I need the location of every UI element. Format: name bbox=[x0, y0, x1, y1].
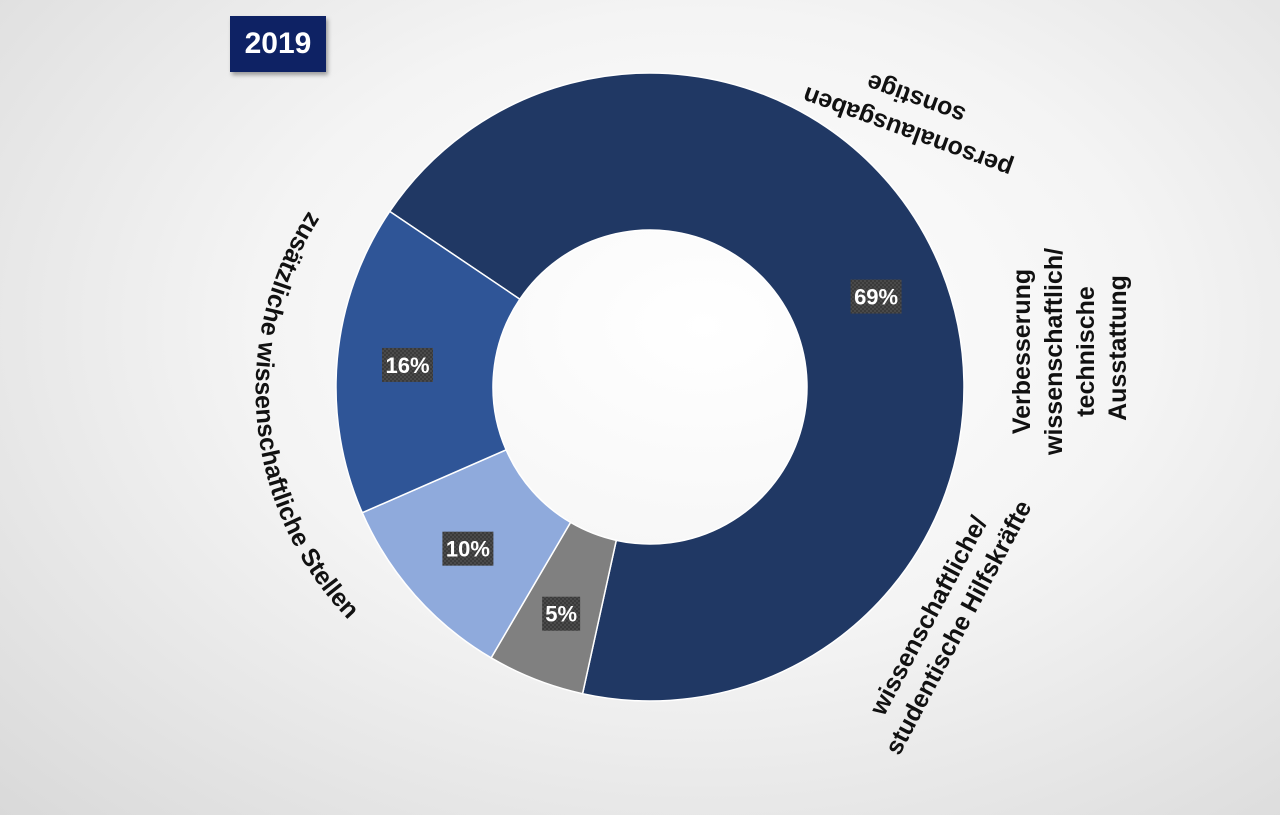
data-label: 16% bbox=[382, 347, 434, 382]
data-label: 69% bbox=[850, 279, 902, 314]
data-label: 5% bbox=[542, 596, 581, 631]
data-label-text: 10% bbox=[446, 537, 490, 562]
year-badge: 2019 bbox=[230, 16, 326, 72]
data-label: 10% bbox=[442, 531, 494, 566]
doughnut-slice bbox=[388, 72, 965, 702]
data-label-box bbox=[442, 531, 494, 566]
data-label-box bbox=[542, 596, 581, 631]
data-label-text: 69% bbox=[854, 285, 898, 310]
data-label-box bbox=[850, 279, 902, 314]
data-label-box bbox=[382, 347, 434, 382]
slices-layer bbox=[335, 72, 965, 702]
data-label-text: 16% bbox=[385, 353, 429, 378]
data-label-text: 5% bbox=[545, 602, 577, 627]
data-labels-layer: 69% 5% 10% 16% bbox=[382, 279, 902, 631]
category-label-ausstattung: Verbesserung wissenschaftlich/ technisch… bbox=[1008, 241, 1132, 456]
